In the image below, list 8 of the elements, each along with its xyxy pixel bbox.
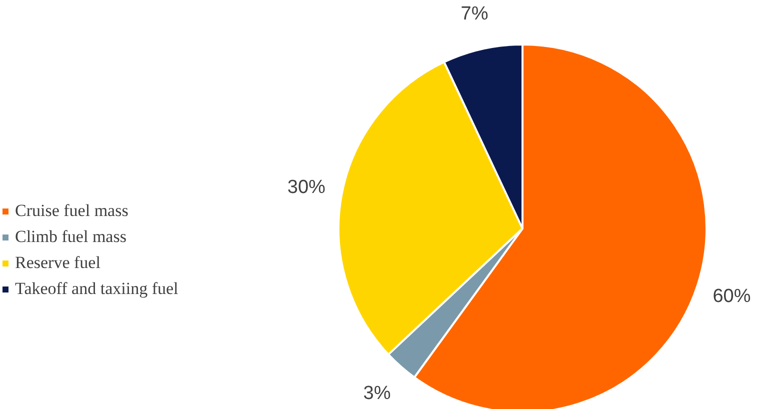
data-label: 30% <box>287 176 326 198</box>
legend-label: Reserve fuel <box>15 253 100 273</box>
legend-label: Cruise fuel mass <box>15 201 128 221</box>
legend-label: Takeoff and taxiing fuel <box>15 279 178 299</box>
data-label: 60% <box>712 286 751 307</box>
data-label: 7% <box>460 3 488 24</box>
legend-label: Climb fuel mass <box>15 227 126 247</box>
data-label: 3% <box>363 383 391 404</box>
